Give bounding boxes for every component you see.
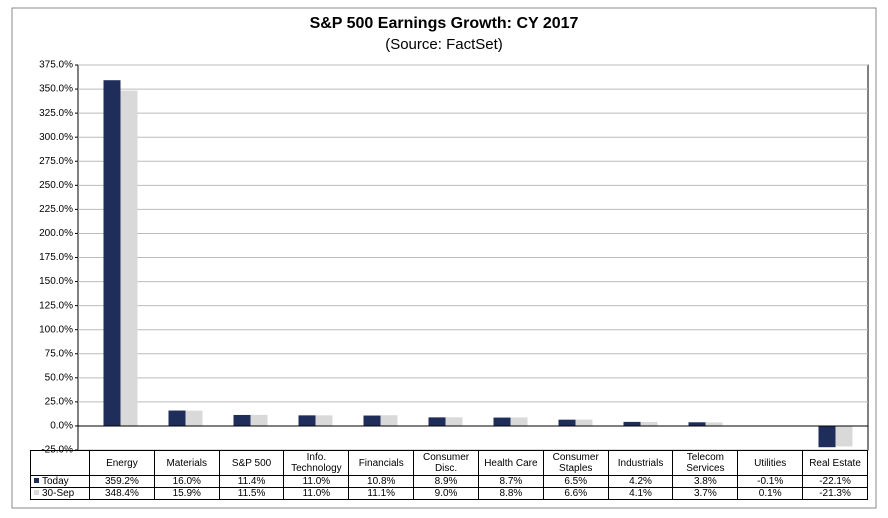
bar [445, 417, 463, 426]
value-label: 10.8% [348, 475, 415, 488]
value-label: 8.8% [477, 487, 544, 500]
value-label: -0.1% [737, 475, 804, 488]
bar [510, 417, 528, 426]
value-label: 359.2% [89, 475, 155, 488]
value-label: 11.4% [218, 475, 285, 488]
y-tick-label: 50.0% [45, 372, 73, 383]
category-label: Consumer Disc. [413, 450, 479, 476]
table-row: 30-Sep 348.4% 15.9% 11.5% 11.0% 11.1% 9.0% 8.8%… [30, 487, 868, 500]
table-corner [30, 450, 90, 476]
data-table: Energy Materials S&P 500 Info. Technology Fi… [30, 450, 868, 500]
table-header-row: Energy Materials S&P 500 Info. Technology Fi… [30, 450, 868, 476]
legend-key [34, 490, 39, 495]
legend-label: Today [42, 476, 69, 487]
bar [428, 417, 446, 426]
category-label: Real Estate [802, 450, 868, 476]
value-label: 6.6% [542, 487, 609, 500]
y-tick-label: 300.0% [39, 132, 73, 143]
value-label: 11.0% [283, 487, 350, 500]
category-label: Industrials [607, 450, 674, 476]
value-label: 15.9% [153, 487, 220, 500]
value-label: 3.8% [672, 475, 739, 488]
value-label: 11.0% [283, 475, 350, 488]
bar [623, 421, 641, 426]
category-label: Info. Technology [283, 450, 350, 476]
y-tick-label: 350.0% [39, 84, 73, 95]
bar [250, 414, 268, 426]
legend-entry: 30-Sep [30, 487, 90, 500]
bar [835, 425, 853, 447]
bar [168, 410, 186, 426]
legend-label: 30-Sep [42, 488, 75, 499]
y-tick-label: 25.0% [45, 397, 73, 408]
y-tick-label: 275.0% [39, 156, 73, 167]
value-label: 16.0% [153, 475, 220, 488]
value-label: 11.5% [218, 487, 285, 500]
bar [315, 415, 333, 426]
value-label: 0.1% [737, 487, 804, 500]
bar [493, 417, 511, 426]
y-tick-label: 75.0% [45, 348, 73, 359]
y-tick-label: 200.0% [39, 228, 73, 239]
value-label: -21.3% [802, 487, 868, 500]
category-label: Consumer Staples [542, 450, 609, 476]
chart-subtitle: (Source: FactSet) [385, 36, 503, 53]
bar [640, 421, 658, 426]
bar [185, 410, 203, 426]
y-tick-label: 125.0% [39, 300, 73, 311]
category-label: Materials [153, 450, 220, 476]
legend-key [34, 478, 39, 483]
y-tick-label: 100.0% [39, 324, 73, 335]
y-tick-label: 250.0% [39, 180, 73, 191]
bar [380, 415, 398, 426]
category-label: Energy [89, 450, 155, 476]
value-label: 4.1% [607, 487, 674, 500]
y-tick-label: 325.0% [39, 108, 73, 119]
bar [298, 415, 316, 426]
category-label: Financials [348, 450, 415, 476]
category-label: Health Care [477, 450, 544, 476]
bar [705, 422, 723, 426]
bar [575, 419, 593, 426]
y-tick-label: 175.0% [39, 252, 73, 263]
category-label: Utilities [737, 450, 804, 476]
bar [233, 414, 251, 426]
bar [363, 415, 381, 426]
bar [120, 90, 138, 426]
bar [688, 422, 706, 426]
value-label: 11.1% [348, 487, 415, 500]
value-label: 6.5% [542, 475, 609, 488]
chart-title: S&P 500 Earnings Growth: CY 2017 [310, 15, 579, 32]
category-label: Telecom Services [672, 450, 739, 476]
table-row: Today 359.2% 16.0% 11.4% 11.0% 10.8% 8.9% 8.7% 6… [30, 475, 868, 488]
value-label: 3.7% [672, 487, 739, 500]
bar [103, 80, 121, 426]
bar [818, 425, 836, 448]
value-label: 348.4% [89, 487, 155, 500]
value-label: 9.0% [413, 487, 479, 500]
bar [558, 419, 576, 426]
y-tick-label: 225.0% [39, 204, 73, 215]
value-label: 4.2% [607, 475, 674, 488]
value-label: 8.7% [477, 475, 544, 488]
category-label: S&P 500 [218, 450, 285, 476]
legend-entry: Today [30, 475, 90, 488]
y-tick-label: 150.0% [39, 276, 73, 287]
value-label: -22.1% [802, 475, 868, 488]
y-tick-label: 0.0% [50, 421, 73, 432]
y-tick-label: 375.0% [39, 60, 73, 71]
value-label: 8.9% [413, 475, 479, 488]
